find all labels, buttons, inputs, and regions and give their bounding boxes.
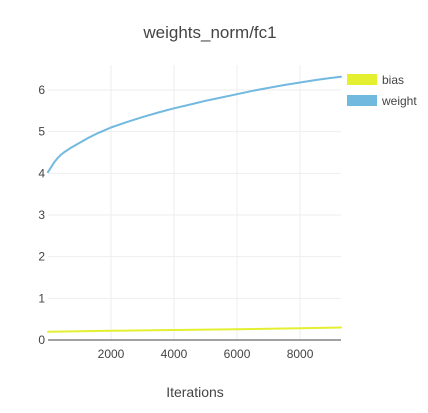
legend-swatch [347, 95, 377, 106]
chart-title: weights_norm/fc1 [142, 23, 276, 42]
y-tick-label: 2 [38, 250, 45, 264]
legend-item-weight[interactable]: weight [347, 94, 417, 108]
y-tick-label: 4 [38, 166, 45, 180]
y-tick-label: 1 [38, 291, 45, 305]
y-tick-label: 6 [38, 83, 45, 97]
series-line-weight [47, 75, 342, 174]
x-tick-label: 4000 [161, 347, 188, 361]
legend-item-bias[interactable]: bias [347, 73, 404, 87]
x-tick-label: 8000 [287, 347, 314, 361]
legend-swatch [347, 74, 377, 85]
grid [48, 65, 341, 341]
legend-label: weight [381, 94, 417, 108]
y-tick-label: 0 [38, 333, 45, 347]
x-axis-label: Iterations [166, 384, 224, 400]
y-tick-label: 3 [38, 208, 45, 222]
series-line-bias [47, 326, 342, 333]
plot-area [47, 75, 342, 333]
y-tick-label: 5 [38, 125, 45, 139]
x-tick-label: 6000 [224, 347, 251, 361]
legend[interactable]: bias weight [347, 73, 417, 108]
legend-label: bias [382, 73, 404, 87]
x-tick-label: 2000 [98, 347, 125, 361]
axis-ticks: 2000 4000 6000 8000 0 1 2 3 4 5 6 [38, 83, 313, 361]
